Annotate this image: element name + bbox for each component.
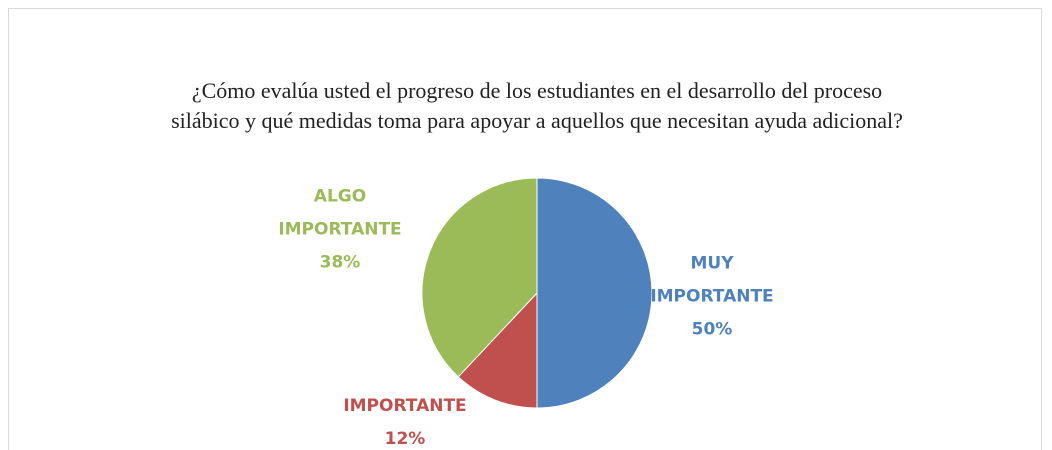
data-label: IMPORTANTE 12% [330,390,480,450]
data-label: MUY IMPORTANTE 50% [637,248,787,347]
chart-frame [8,8,1042,450]
value-label: 38% [319,252,361,273]
pie-slice [536,177,653,409]
pie-slice [421,177,538,378]
value-label: 50% [691,319,733,340]
pie-slice [457,291,538,409]
value-label: 12% [384,429,426,449]
category-label: MUY IMPORTANTE [650,253,774,307]
data-label: ALGO IMPORTANTE 38% [265,181,415,280]
category-label: ALGO IMPORTANTE [278,186,402,240]
chart-title: ¿Cómo evalúa usted el progreso de los es… [171,78,903,133]
category-label: IMPORTANTE [343,396,467,416]
